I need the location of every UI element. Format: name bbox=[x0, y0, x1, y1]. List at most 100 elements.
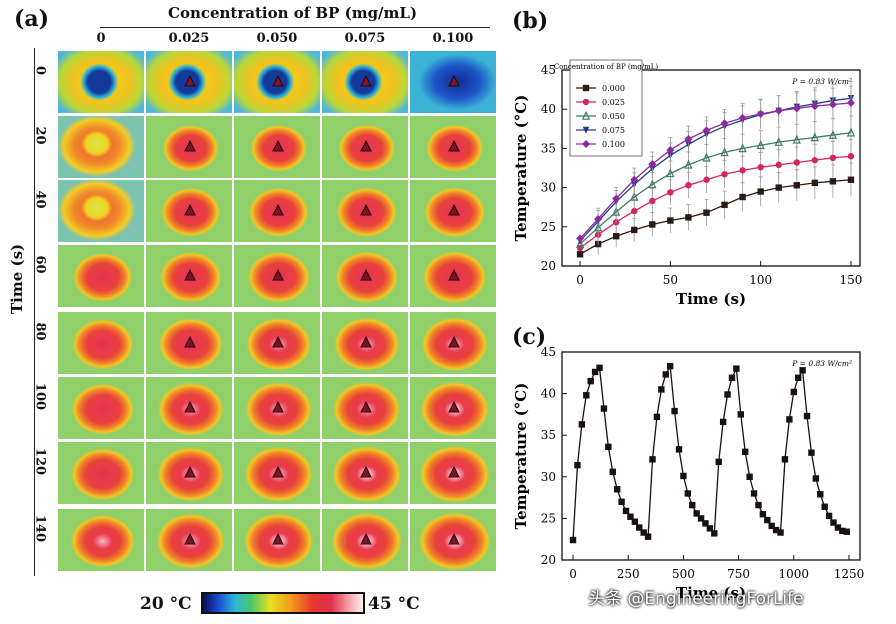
data-point bbox=[575, 238, 585, 248]
data-point bbox=[649, 456, 656, 463]
data-point bbox=[596, 364, 603, 372]
data-point bbox=[728, 374, 736, 381]
data-point bbox=[720, 119, 729, 128]
measurement-marker-icon bbox=[448, 466, 460, 478]
measurement-marker-icon bbox=[448, 75, 460, 87]
thermal-image-cell bbox=[410, 509, 496, 571]
plot-frame bbox=[561, 69, 861, 267]
data-point bbox=[774, 106, 783, 115]
data-point bbox=[671, 407, 678, 415]
thermal-image-cell bbox=[410, 116, 496, 178]
data-point bbox=[591, 368, 599, 376]
measurement-marker-icon bbox=[360, 140, 372, 152]
data-point bbox=[636, 524, 643, 531]
data-point bbox=[808, 449, 815, 456]
data-point bbox=[627, 513, 634, 520]
data-point bbox=[724, 391, 731, 398]
data-point bbox=[755, 501, 762, 509]
measurement-marker-icon bbox=[448, 204, 460, 216]
measurement-marker-icon bbox=[272, 75, 284, 87]
measurement-marker-icon bbox=[360, 204, 372, 216]
concentration-label: 0.025 bbox=[168, 31, 210, 46]
data-point bbox=[821, 503, 828, 510]
data-point bbox=[680, 472, 687, 480]
data-point bbox=[847, 176, 855, 183]
concentration-label: 0.075 bbox=[344, 31, 386, 46]
thermal-image-cell bbox=[58, 180, 144, 242]
data-point bbox=[846, 127, 856, 137]
data-point bbox=[685, 182, 692, 189]
concentration-label: 0 bbox=[96, 31, 106, 46]
thermal-image-cell bbox=[410, 312, 496, 374]
data-point bbox=[640, 529, 647, 536]
concentration-rule bbox=[100, 27, 490, 28]
time-label: 40 bbox=[32, 190, 48, 209]
data-point bbox=[622, 507, 630, 515]
x-tick-label: 1000 bbox=[779, 567, 810, 581]
data-point bbox=[578, 421, 586, 428]
data-point bbox=[742, 448, 749, 456]
data-point bbox=[756, 140, 765, 150]
data-point bbox=[587, 377, 594, 385]
thermal-image-cell bbox=[234, 180, 320, 242]
colorbar-max-label: 45 °C bbox=[368, 594, 420, 614]
x-tick-label: 500 bbox=[672, 567, 695, 581]
data-point bbox=[576, 234, 585, 243]
y-tick-label: 20 bbox=[541, 259, 556, 273]
data-point bbox=[843, 528, 850, 535]
data-point bbox=[702, 520, 709, 527]
temperature-colorbar bbox=[201, 592, 365, 614]
data-point bbox=[774, 137, 783, 146]
x-tick-label: 0 bbox=[569, 567, 577, 581]
data-point bbox=[648, 160, 657, 169]
y-tick-label: 30 bbox=[541, 470, 556, 484]
thermal-image-cell bbox=[146, 245, 232, 307]
y-tick-label: 35 bbox=[541, 428, 556, 442]
x-axis-label: Time (s) bbox=[676, 290, 746, 308]
measurement-marker-icon bbox=[184, 401, 196, 413]
legend-marker bbox=[582, 140, 590, 148]
measurement-marker-icon bbox=[184, 336, 196, 348]
data-point bbox=[721, 171, 728, 178]
data-point bbox=[846, 98, 855, 107]
panel-b-label: (b) bbox=[512, 8, 549, 34]
thermal-image-cell bbox=[322, 442, 408, 504]
thermal-image-cell bbox=[58, 312, 144, 374]
concentration-label: 0.100 bbox=[432, 31, 474, 46]
data-point bbox=[666, 145, 675, 154]
data-point bbox=[781, 456, 789, 463]
panel-a-label: (a) bbox=[14, 6, 50, 32]
data-point bbox=[737, 411, 744, 418]
data-point bbox=[829, 178, 837, 185]
data-point bbox=[794, 374, 802, 381]
data-point bbox=[666, 168, 675, 178]
measurement-marker-icon bbox=[272, 466, 284, 478]
legend-marker bbox=[582, 126, 590, 134]
thermal-image-cell bbox=[234, 509, 320, 571]
y-tick-label: 45 bbox=[541, 63, 556, 77]
data-point bbox=[697, 515, 705, 522]
thermal-image-cell bbox=[146, 180, 232, 242]
data-point bbox=[658, 386, 665, 393]
data-point bbox=[792, 104, 801, 113]
y-tick-label: 25 bbox=[541, 220, 556, 234]
thermal-image-cell bbox=[58, 377, 144, 439]
measurement-marker-icon bbox=[272, 269, 284, 281]
thermal-image-cell bbox=[322, 312, 408, 374]
data-point bbox=[834, 524, 842, 531]
thermal-image-cell bbox=[234, 442, 320, 504]
series-line-0.075 bbox=[579, 97, 852, 242]
x-tick-label: 0 bbox=[576, 273, 584, 287]
x-tick-label: 50 bbox=[663, 273, 678, 287]
thermal-image-cell bbox=[410, 442, 496, 504]
data-point bbox=[792, 134, 801, 144]
data-point bbox=[777, 529, 784, 536]
measurement-marker-icon bbox=[184, 140, 196, 152]
watermark-text: 头条 @EngineeringForLife bbox=[588, 589, 804, 609]
data-point bbox=[648, 179, 657, 189]
time-rule bbox=[34, 48, 35, 576]
panel-c-label: (c) bbox=[512, 324, 547, 350]
data-point bbox=[649, 221, 656, 228]
thermal-image-cell bbox=[58, 442, 144, 504]
x-tick-label: 1250 bbox=[834, 567, 865, 581]
